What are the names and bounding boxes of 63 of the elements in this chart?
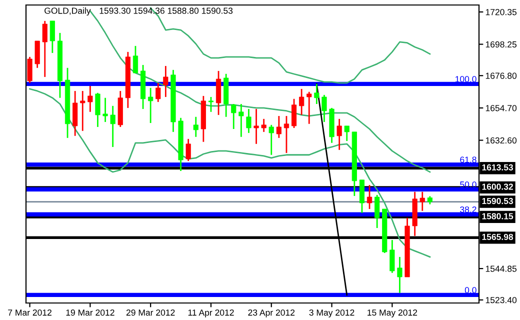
candlestick	[276, 115, 282, 139]
candlestick	[216, 70, 222, 116]
candlestick	[110, 105, 116, 148]
y-tick-label: 1720.35	[486, 9, 517, 16]
ref-line-label: 1590.53	[482, 198, 514, 204]
candlestick	[254, 108, 259, 145]
candlestick	[208, 96, 214, 113]
candlestick	[186, 138, 191, 162]
candlestick	[291, 98, 297, 129]
ref-line-label: 1613.53	[482, 164, 514, 170]
candlestick	[231, 103, 236, 130]
x-tick-label: 19 Mar 2012	[66, 309, 114, 316]
candlestick	[72, 90, 78, 137]
candlestick	[299, 88, 304, 116]
candlestick	[268, 124, 274, 156]
annotation: 100.0	[456, 76, 476, 82]
ref-line-label: 1580.15	[482, 213, 514, 220]
ref-line-label: 1600.32	[482, 184, 513, 190]
candlestick	[156, 82, 161, 103]
x-tick-label: 29 Mar 2012	[126, 309, 175, 316]
candlestick	[102, 97, 108, 123]
candlestick	[420, 191, 425, 212]
x-tick-label: 3 May 2012	[309, 309, 354, 318]
candlestick	[148, 87, 154, 124]
y-tick-label: 1676.80	[486, 72, 517, 79]
line-series	[29, 88, 431, 258]
y-tick-label: 1632.60	[486, 137, 517, 144]
candlestick	[50, 20, 55, 54]
x-tick-label: 15 May 2012	[368, 309, 418, 318]
ref-line-label: 1565.98	[482, 234, 514, 240]
y-tick-label: 1544.85	[486, 266, 517, 272]
candlestick	[366, 184, 372, 210]
candlestick	[132, 45, 138, 74]
annotation: 0.0	[464, 287, 476, 294]
candlestick	[95, 92, 100, 128]
candlestick	[397, 256, 402, 294]
candlestick	[306, 91, 312, 125]
candlestick	[246, 108, 252, 134]
candlestick	[344, 125, 350, 142]
candlestick	[80, 90, 86, 132]
candlestick	[42, 20, 48, 78]
y-tick-label: 1523.40	[486, 296, 517, 304]
candlestick	[374, 194, 380, 229]
x-tick-label: 7 Mar 2012	[8, 309, 52, 316]
candlestick	[34, 40, 40, 69]
annotation: 38.2	[460, 206, 476, 213]
x-tick-label: 23 Apr 2012	[248, 309, 295, 318]
y-tick-label: 1698.25	[486, 41, 517, 48]
candlestick	[390, 239, 395, 274]
x-tick-label: 11 Apr 2012	[188, 309, 234, 318]
y-tick-label: 1654.70	[486, 105, 517, 112]
candlestick	[27, 56, 32, 84]
candlestick	[284, 115, 290, 154]
candlestick	[359, 179, 365, 214]
candlestick	[314, 83, 320, 105]
candlestick	[88, 85, 93, 113]
candlestick	[193, 116, 198, 138]
candlestick	[261, 118, 266, 133]
candlestick	[163, 65, 168, 98]
candlestick	[322, 94, 327, 123]
candlestick	[336, 118, 342, 151]
chart-title: GOLD,Daily	[44, 7, 91, 16]
candlestick	[238, 103, 244, 138]
